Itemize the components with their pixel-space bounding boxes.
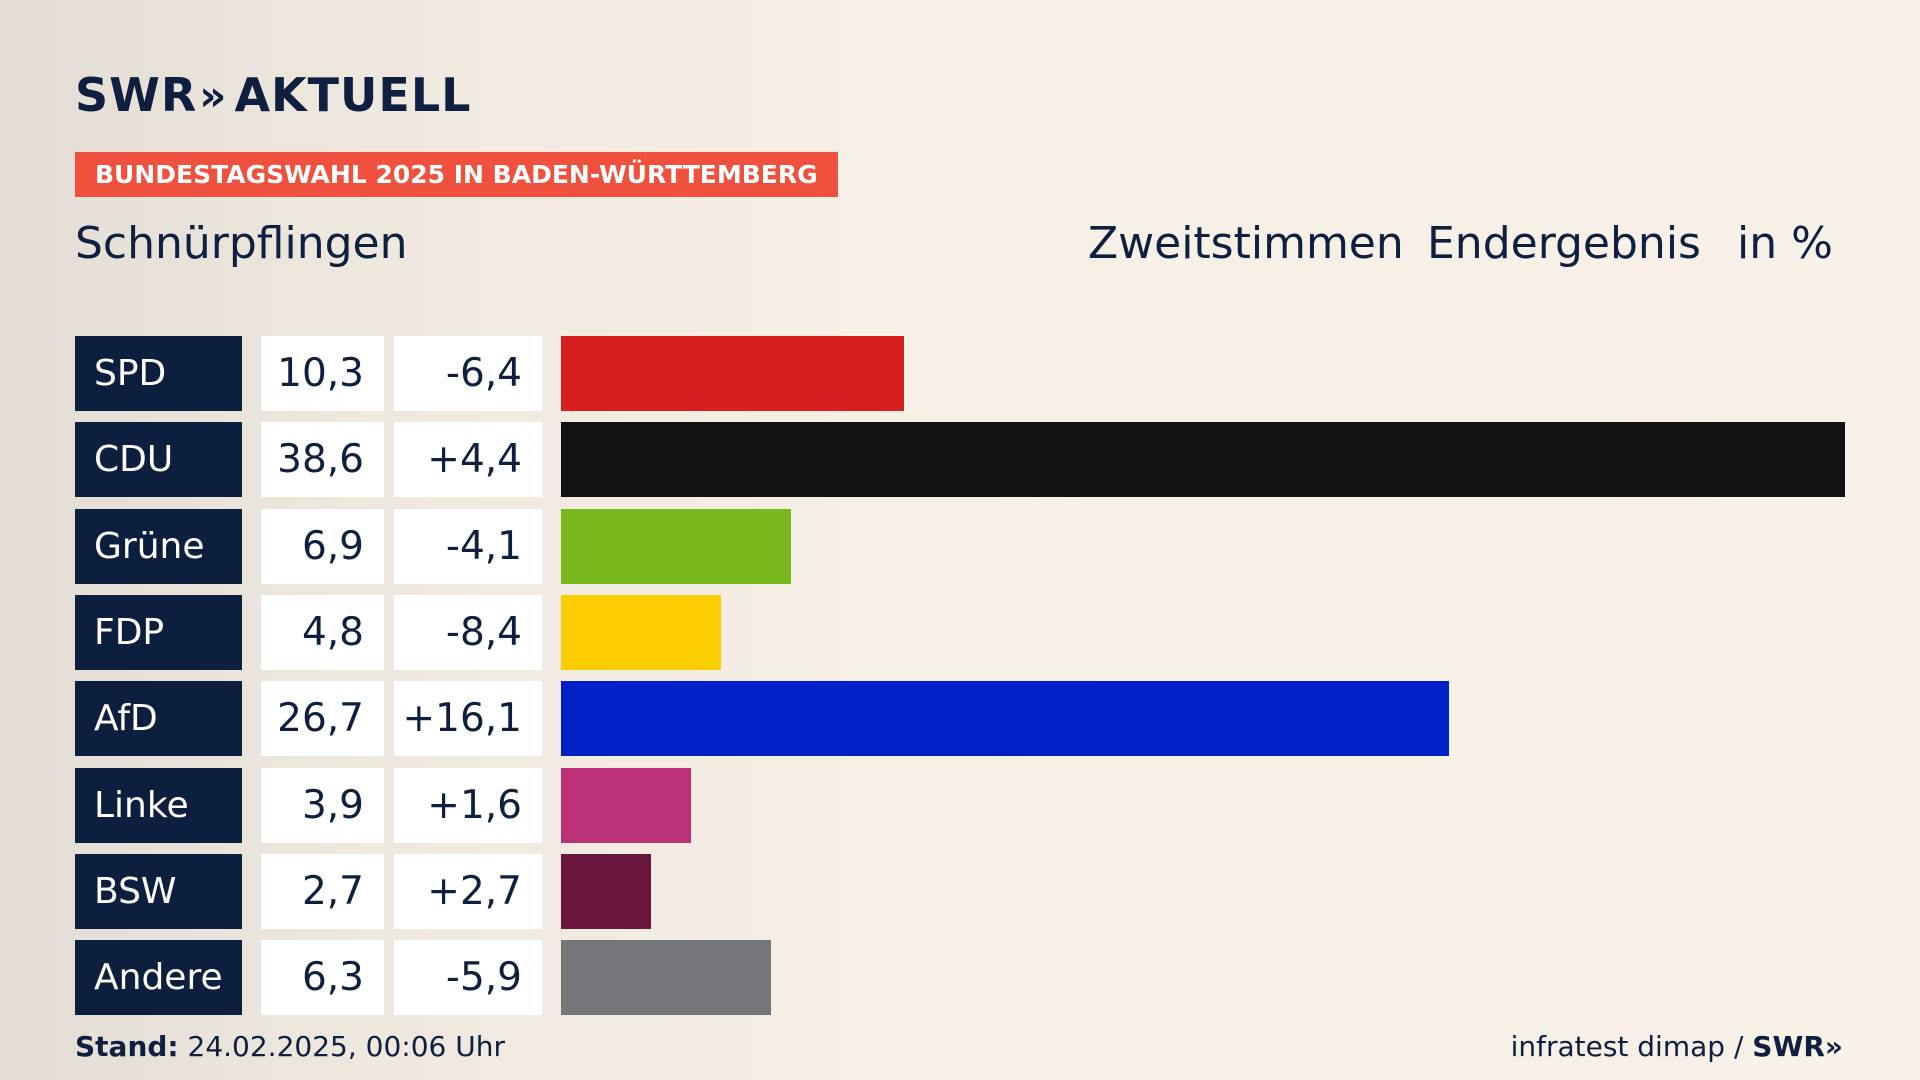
timestamp-label: Stand: (75, 1030, 179, 1063)
party-label: Linke (75, 767, 242, 843)
logo-aktuell: AKTUELL (234, 68, 472, 122)
logo-swr: SWR (75, 68, 198, 122)
party-label: AfD (75, 681, 242, 757)
swr-aktuell-logo: SWR » AKTUELL (75, 68, 472, 122)
party-label: FDP (75, 594, 242, 670)
vote-share-label: 10,3 (261, 336, 384, 411)
vote-share-bar (561, 336, 904, 411)
chevron-right-icon: » (1824, 1030, 1843, 1063)
vote-change-label: -4,1 (394, 508, 542, 584)
vote-share-bar (561, 508, 791, 584)
timestamp-value: 24.02.2025, 00:06 Uhr (178, 1030, 505, 1063)
vote-change-label: -8,4 (394, 594, 542, 670)
place-title: Schnürpflingen (75, 218, 408, 269)
column-heading-unit: in % (1737, 218, 1833, 269)
column-heading-votes: Zweitstimmen (1088, 218, 1404, 269)
vote-change-label: -5,9 (394, 940, 542, 1016)
source-logo: SWR (1752, 1030, 1825, 1063)
party-label: Andere (75, 940, 242, 1016)
vote-share-bar (561, 422, 1845, 498)
party-label: Grüne (75, 508, 242, 584)
column-heading-status: Endergebnis (1427, 218, 1701, 269)
vote-share-label: 3,9 (261, 767, 384, 843)
vote-share-label: 6,3 (261, 940, 384, 1016)
vote-share-bar (561, 681, 1449, 757)
source-text: infratest dimap / (1510, 1030, 1753, 1063)
timestamp: Stand: 24.02.2025, 00:06 Uhr (75, 1030, 505, 1063)
vote-change-label: +2,7 (394, 853, 542, 929)
vote-share-bar (561, 940, 771, 1016)
vote-share-bar (561, 594, 721, 670)
vote-share-label: 26,7 (261, 681, 384, 757)
vote-change-label: +1,6 (394, 767, 542, 843)
vote-share-label: 38,6 (261, 422, 384, 498)
party-label: SPD (75, 336, 242, 411)
vote-change-label: +16,1 (394, 681, 542, 757)
election-banner: BUNDESTAGSWAHL 2025 IN BADEN-WÜRTTEMBERG (75, 152, 838, 197)
vote-change-label: +4,4 (394, 422, 542, 498)
vote-share-bar (561, 853, 651, 929)
party-label: CDU (75, 422, 242, 498)
vote-change-label: -6,4 (394, 336, 542, 411)
chevron-right-icon: » (199, 70, 226, 120)
vote-share-label: 2,7 (261, 853, 384, 929)
vote-share-bar (561, 767, 691, 843)
source-credit: infratest dimap / SWR» (1511, 1030, 1843, 1063)
party-label: BSW (75, 853, 242, 929)
vote-share-label: 6,9 (261, 508, 384, 584)
vote-share-label: 4,8 (261, 594, 384, 670)
